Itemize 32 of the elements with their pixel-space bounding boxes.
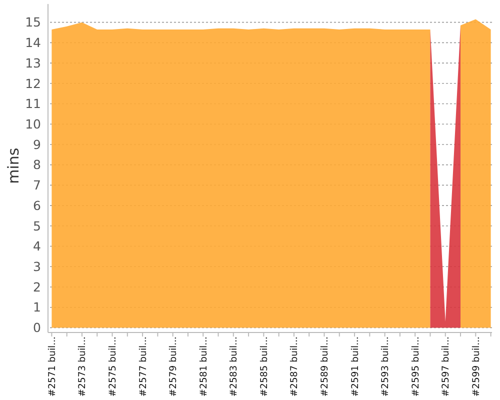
- x-tick-label: #2595 buil...: [410, 336, 422, 397]
- x-tick-label: #2599 buil...: [470, 336, 482, 397]
- x-tick-label: #2579 buil...: [168, 336, 180, 397]
- y-tick-label: 7: [33, 178, 41, 193]
- y-tick-label: 14: [25, 35, 42, 50]
- y-tick-label: 2: [33, 279, 41, 294]
- x-tick-label: #2575 buil...: [108, 336, 119, 397]
- x-tick-label: #2583 buil...: [228, 336, 240, 397]
- x-tick-label: #2585 buil...: [258, 336, 270, 397]
- x-tick-label: #2589 buil...: [320, 336, 330, 397]
- y-tick-label: 10: [25, 116, 42, 132]
- y-tick-label: 9: [33, 136, 42, 152]
- y-tick-label: 13: [25, 55, 41, 70]
- y-axis-title: mins: [4, 148, 22, 184]
- x-tick-label: #2597 buil...: [440, 336, 452, 397]
- y-tick-label: 5: [33, 218, 41, 234]
- y-tick-label: 11: [25, 96, 41, 112]
- y-tick-label: 8: [33, 157, 42, 172]
- y-tick-label: 15: [25, 14, 41, 30]
- x-tick-label: #2593 buil...: [380, 336, 392, 397]
- y-tick-label: 4: [33, 238, 42, 254]
- y-tick-label: 1: [33, 300, 41, 315]
- y-tick-label: 0: [33, 320, 42, 336]
- x-tick-label: #2591 buil...: [350, 336, 361, 397]
- x-tick-label: #2573 buil...: [77, 336, 88, 397]
- x-tick-label: #2587 buil...: [289, 336, 300, 397]
- y-tick-label: 3: [33, 259, 41, 274]
- y-tick-label: 6: [33, 198, 42, 213]
- x-tick-label: #2581 buil...: [198, 336, 210, 397]
- x-tick-label: #2577 buil...: [138, 336, 149, 397]
- y-tick-label: 12: [25, 76, 41, 91]
- x-tick-label: #2571 buil...: [46, 336, 58, 397]
